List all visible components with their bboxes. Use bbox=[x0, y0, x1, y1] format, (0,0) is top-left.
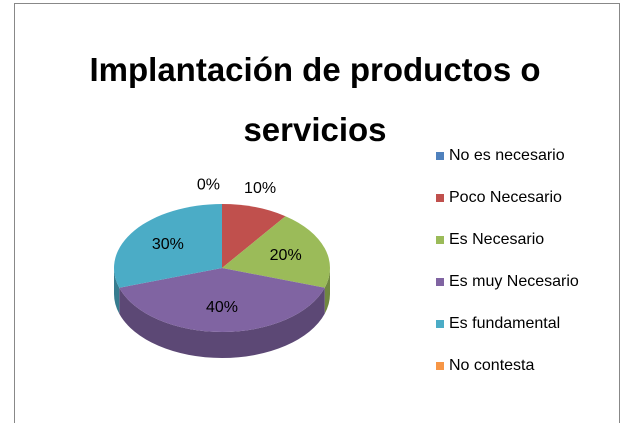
slice-side bbox=[119, 287, 325, 358]
slice-side bbox=[324, 268, 330, 314]
legend-label: No es necesario bbox=[449, 147, 565, 164]
slice-side bbox=[114, 268, 120, 314]
legend-label: Es muy Necesario bbox=[449, 273, 579, 290]
legend-swatch bbox=[436, 278, 444, 286]
frame bbox=[14, 3, 620, 423]
legend-label: Es Necesario bbox=[449, 231, 544, 248]
legend-label: Poco Necesario bbox=[449, 189, 562, 206]
slice bbox=[222, 216, 330, 288]
legend-swatch bbox=[436, 236, 444, 244]
slice bbox=[222, 204, 286, 268]
legend-swatch bbox=[436, 320, 444, 328]
data-label: 20% bbox=[270, 247, 302, 264]
data-label: 40% bbox=[206, 299, 238, 316]
slice bbox=[113, 204, 222, 288]
slice bbox=[119, 268, 325, 332]
data-label: 0% bbox=[197, 176, 220, 193]
legend-label: Es fundamental bbox=[449, 315, 560, 332]
legend-label: No contesta bbox=[449, 357, 534, 374]
chart-title: Implantación de productos o servicios bbox=[89, 51, 541, 148]
data-label: 30% bbox=[152, 236, 184, 253]
legend-swatch bbox=[436, 194, 444, 202]
data-label: 10% bbox=[244, 180, 276, 197]
legend-swatch bbox=[436, 362, 444, 370]
legend-swatch bbox=[436, 152, 444, 160]
